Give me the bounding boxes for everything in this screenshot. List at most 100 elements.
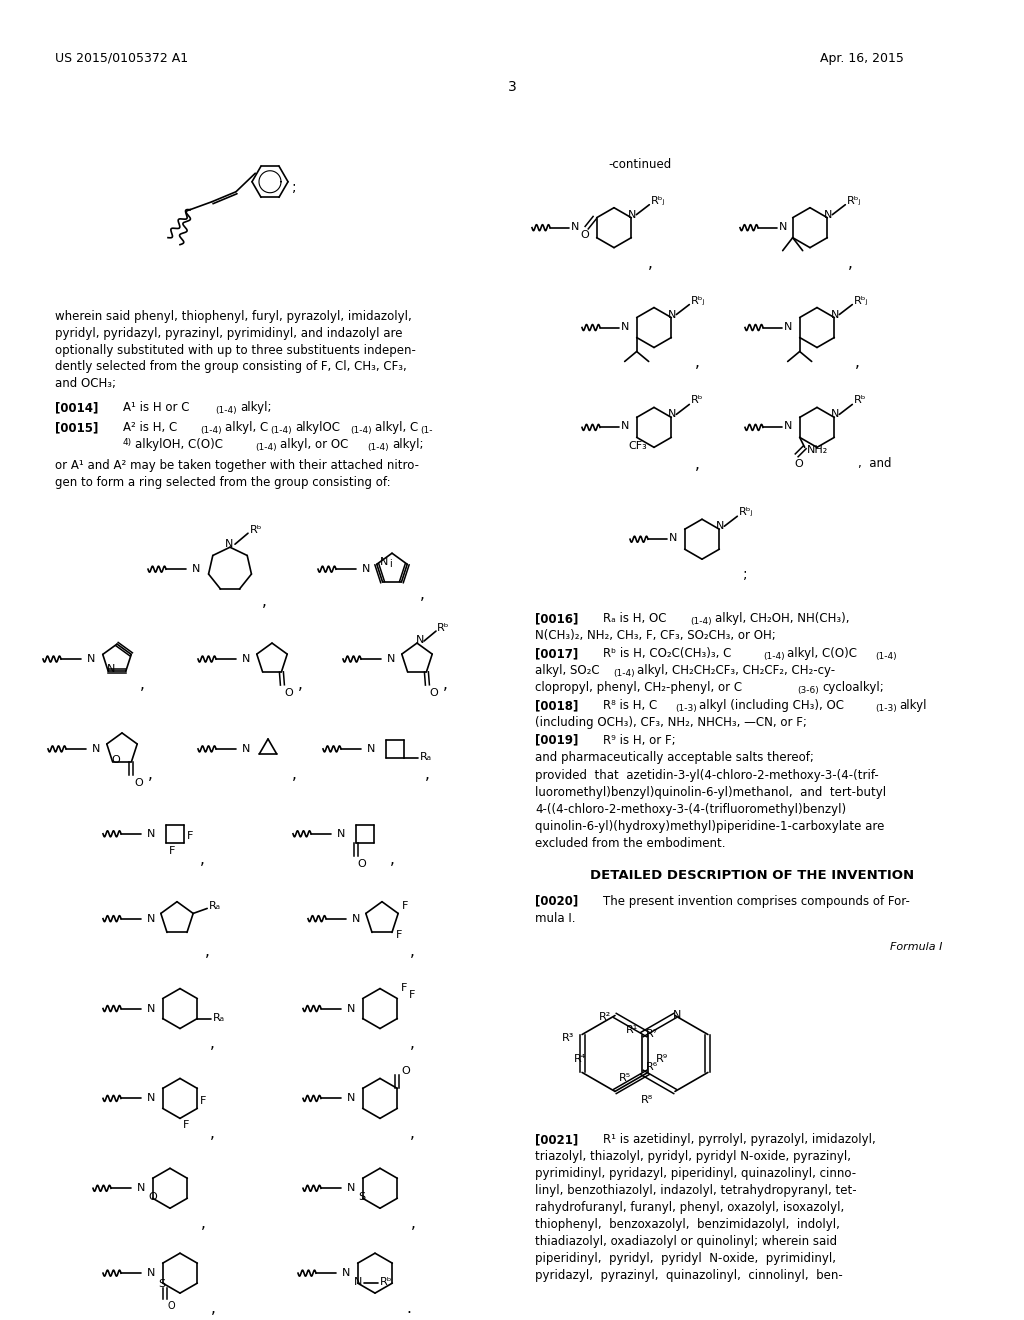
- Text: N: N: [242, 744, 251, 754]
- Text: Rᵇ: Rᵇ: [691, 396, 703, 405]
- Text: pyrimidinyl, pyridazyl, piperidinyl, quinazolinyl, cinno-: pyrimidinyl, pyridazyl, piperidinyl, qui…: [535, 1167, 856, 1180]
- Text: (1-4): (1-4): [200, 426, 221, 436]
- Text: alkyl, C(O)C: alkyl, C(O)C: [787, 647, 857, 660]
- Text: N: N: [225, 539, 233, 549]
- Text: N: N: [147, 1093, 156, 1104]
- Text: R⁸ is H, C: R⁸ is H, C: [603, 700, 657, 711]
- Text: N: N: [784, 421, 793, 432]
- Text: Rₐ: Rₐ: [209, 902, 221, 911]
- Text: (1-4): (1-4): [763, 652, 784, 661]
- Text: R⁴: R⁴: [574, 1055, 587, 1064]
- Text: (1-4): (1-4): [874, 652, 897, 661]
- Text: O: O: [795, 459, 804, 470]
- Text: ,: ,: [211, 1302, 216, 1316]
- Text: quinolin-6-yl)(hydroxy)methyl)piperidine-1-carboxylate are: quinolin-6-yl)(hydroxy)methyl)piperidine…: [535, 820, 885, 833]
- Text: N: N: [621, 421, 630, 432]
- Text: ,: ,: [262, 594, 267, 609]
- Text: N: N: [347, 1003, 355, 1014]
- Text: (1-4): (1-4): [270, 426, 292, 436]
- Text: S: S: [358, 1192, 366, 1203]
- Text: US 2015/0105372 A1: US 2015/0105372 A1: [55, 51, 188, 65]
- Text: (3-6): (3-6): [797, 686, 819, 696]
- Text: N: N: [779, 222, 787, 232]
- Text: Rᵇ: Rᵇ: [380, 1278, 392, 1287]
- Text: ,: ,: [390, 851, 395, 867]
- Text: Rᵇⱼ: Rᵇⱼ: [854, 296, 868, 305]
- Text: N: N: [784, 322, 793, 331]
- Text: NH₂: NH₂: [807, 445, 828, 455]
- Text: ,: ,: [298, 677, 303, 692]
- Text: alkyl, SO₂C: alkyl, SO₂C: [535, 664, 600, 677]
- Text: [0018]: [0018]: [535, 700, 579, 711]
- Text: [0017]: [0017]: [535, 647, 579, 660]
- Text: alkylOC: alkylOC: [295, 421, 340, 434]
- Text: alkylOH, C(O)C: alkylOH, C(O)C: [135, 438, 223, 451]
- Text: F: F: [401, 982, 408, 993]
- Text: alkyl: alkyl: [899, 700, 927, 711]
- Text: Rₐ is H, OC: Rₐ is H, OC: [603, 612, 667, 626]
- Text: 3: 3: [508, 81, 516, 94]
- Text: A² is H, C: A² is H, C: [123, 421, 177, 434]
- Text: O: O: [401, 1067, 410, 1076]
- Text: R³: R³: [562, 1032, 574, 1043]
- Text: N: N: [147, 829, 156, 838]
- Text: F: F: [187, 832, 194, 841]
- Text: O: O: [168, 1302, 175, 1311]
- Text: (1-4): (1-4): [367, 444, 389, 453]
- Text: 4-((4-chloro-2-methoxy-3-(4-(trifluoromethyl)benzyl): 4-((4-chloro-2-methoxy-3-(4-(trifluorome…: [535, 803, 846, 816]
- Text: N: N: [92, 744, 100, 754]
- Text: N: N: [342, 1269, 350, 1278]
- Text: ,: ,: [848, 256, 853, 271]
- Text: R⁸: R⁸: [641, 1096, 653, 1105]
- Text: 4): 4): [123, 438, 132, 447]
- Text: R²: R²: [599, 1011, 611, 1022]
- Text: cycloalkyl;: cycloalkyl;: [822, 681, 884, 694]
- Text: (including OCH₃), CF₃, NH₂, NHCH₃, —CN, or F;: (including OCH₃), CF₃, NH₂, NHCH₃, —CN, …: [535, 715, 807, 729]
- Text: optionally substituted with up to three substituents indepen-: optionally substituted with up to three …: [55, 343, 416, 356]
- Text: [0020]: [0020]: [535, 895, 579, 908]
- Text: ,: ,: [200, 851, 205, 867]
- Text: (1-4): (1-4): [350, 426, 372, 436]
- Text: DETAILED DESCRIPTION OF THE INVENTION: DETAILED DESCRIPTION OF THE INVENTION: [590, 869, 914, 882]
- Text: dently selected from the group consisting of F, Cl, CH₃, CF₃,: dently selected from the group consistin…: [55, 360, 407, 374]
- Text: N: N: [831, 310, 840, 319]
- Text: Rᵇ: Rᵇ: [250, 525, 262, 535]
- Text: Rₐ: Rₐ: [213, 1012, 225, 1023]
- Text: pyridazyl,  pyrazinyl,  quinazolinyl,  cinnolinyl,  ben-: pyridazyl, pyrazinyl, quinazolinyl, cinn…: [535, 1269, 843, 1282]
- Text: pyridyl, pyridazyl, pyrazinyl, pyrimidinyl, and indazolyl are: pyridyl, pyridazyl, pyrazinyl, pyrimidin…: [55, 326, 402, 339]
- Text: O: O: [581, 230, 590, 240]
- Text: (1-4): (1-4): [215, 407, 237, 416]
- Text: O: O: [429, 688, 438, 698]
- Text: alkyl, C: alkyl, C: [225, 421, 268, 434]
- Text: rahydrofuranyl, furanyl, phenyl, oxazolyl, isoxazolyl,: rahydrofuranyl, furanyl, phenyl, oxazoly…: [535, 1201, 844, 1214]
- Text: N: N: [137, 1183, 145, 1193]
- Text: F: F: [402, 902, 409, 911]
- Text: (1-4): (1-4): [255, 444, 276, 453]
- Text: ;: ;: [292, 180, 297, 194]
- Text: Rᵇⱼ: Rᵇⱼ: [739, 507, 754, 517]
- Text: R⁵: R⁵: [618, 1073, 631, 1084]
- Text: R¹: R¹: [626, 1024, 638, 1035]
- Text: R⁷: R⁷: [646, 1028, 658, 1039]
- Text: N: N: [367, 744, 376, 754]
- Text: ,: ,: [148, 767, 153, 781]
- Text: ,: ,: [210, 1036, 215, 1052]
- Text: Apr. 16, 2015: Apr. 16, 2015: [820, 51, 904, 65]
- Text: provided  that  azetidin-3-yl(4-chloro-2-methoxy-3-(4-(trif-: provided that azetidin-3-yl(4-chloro-2-m…: [535, 768, 879, 781]
- Text: (1-3): (1-3): [874, 704, 897, 713]
- Text: wherein said phenyl, thiophenyl, furyl, pyrazolyl, imidazolyl,: wherein said phenyl, thiophenyl, furyl, …: [55, 310, 412, 322]
- Text: ,: ,: [201, 1216, 206, 1232]
- Text: alkyl (including CH₃), OC: alkyl (including CH₃), OC: [699, 700, 844, 711]
- Text: ,: ,: [695, 457, 699, 473]
- Text: Rᵇⱼ: Rᵇⱼ: [847, 195, 862, 206]
- Text: [0019]: [0019]: [535, 734, 579, 747]
- Text: ,: ,: [855, 355, 860, 371]
- Text: alkyl, C: alkyl, C: [375, 421, 418, 434]
- Text: N: N: [717, 521, 725, 531]
- Text: ,: ,: [648, 256, 653, 271]
- Text: [0014]: [0014]: [55, 401, 98, 414]
- Text: ,: ,: [410, 1036, 415, 1052]
- Text: thiadiazolyl, oxadiazolyl or quinolinyl; wherein said: thiadiazolyl, oxadiazolyl or quinolinyl;…: [535, 1236, 838, 1249]
- Text: O: O: [134, 777, 143, 788]
- Text: ,: ,: [140, 677, 144, 692]
